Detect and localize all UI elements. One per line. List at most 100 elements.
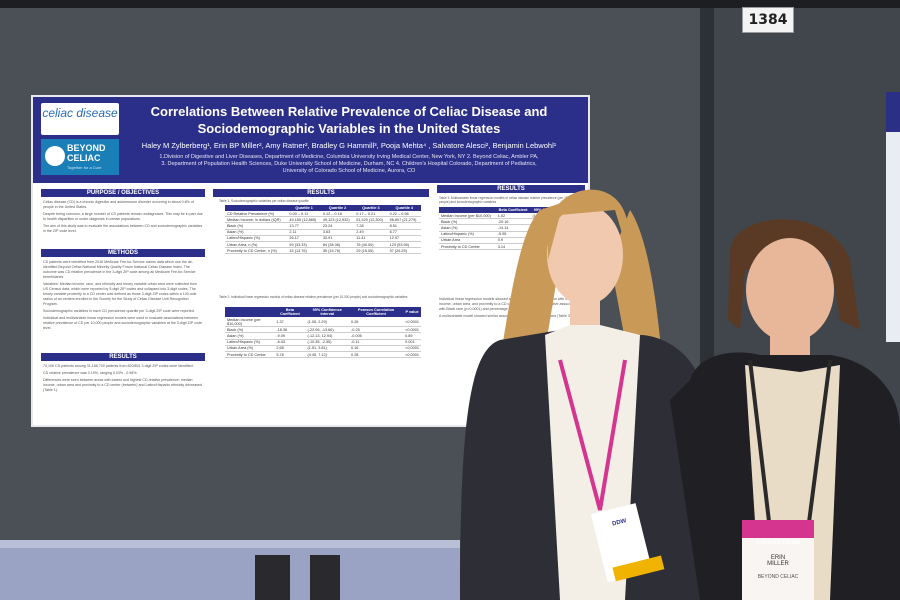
poster-title: Correlations Between Relative Prevalence…: [129, 103, 569, 137]
results-heading-left: RESULTS: [41, 353, 205, 361]
floor-edge: [0, 540, 460, 550]
methods-heading: METHODS: [41, 249, 205, 257]
table-cell: <0.0001: [403, 345, 421, 352]
table-cell: CD Relative Prevalence (%): [225, 211, 288, 218]
table-cell: -0.11: [349, 339, 404, 346]
table-header-cell: P value: [403, 307, 421, 317]
ceiling: [0, 0, 900, 8]
results-bullet: 70,106 CD patients among 31,188,700 pati…: [43, 364, 194, 368]
table-row: Black (%) -18.36 (-22.06, -13.66) -0.25 <0.0…: [225, 326, 421, 334]
right-bullet: Individual linear regression models show…: [439, 297, 578, 311]
table-header-cell: Beta Coefficient: [495, 207, 531, 213]
table-cell: 0.26: [349, 317, 404, 328]
table-cell: 0.12 – 0.16: [320, 211, 355, 218]
table-cell: Median Income (per $10,000): [225, 317, 275, 328]
table-cell: Proximity to CD Center: [225, 351, 275, 359]
booth-number-sign: 1384: [742, 7, 794, 33]
background-person-legs-2: [310, 555, 340, 600]
table-cell: 49,123 (12,932): [320, 216, 355, 224]
table-cell: 0.22 – 0.98: [387, 211, 421, 218]
table-row: Black (%) 13.77 23.24 7.28 8.51: [225, 222, 421, 230]
affiliation-line1: 1.Division of Digestive and Liver Diseas…: [159, 154, 539, 160]
methods-bullet: Individual and multivariable linear regr…: [43, 316, 202, 330]
poster-header: [33, 97, 588, 183]
table-header-cell: [439, 207, 496, 213]
table-cell: 2.49: [354, 229, 388, 236]
table-cell: 3.63: [320, 229, 355, 236]
table-header-cell: 95% Confidence Interval: [305, 307, 350, 317]
table-cell: (4.45, 7.12): [305, 351, 350, 359]
purpose-bullet: Despite being common, a large number of …: [43, 212, 203, 221]
purpose-bullet: The aim of this study was to evaluate th…: [43, 224, 203, 233]
table-cell: 5.78: [274, 351, 306, 359]
background-person-legs: [255, 555, 290, 600]
table-cell: 3.14: [495, 243, 531, 251]
table-cell: Urban Area, n (%): [225, 241, 288, 249]
adjacent-poster: [886, 92, 900, 342]
beyond-celiac-logo: BEYOND CELIAC Together for a Cure: [41, 139, 119, 175]
table-cell: Urban Area (%): [225, 345, 275, 352]
table-cell: Asian (%): [225, 229, 288, 236]
woman-right-hair: [728, 219, 860, 330]
table-header-cell: [225, 307, 275, 317]
table-cell: 0.89: [403, 332, 421, 340]
table-cell: 26.17: [287, 235, 321, 242]
table-cell: -14.14: [495, 224, 531, 232]
table-cell: 0.28: [349, 351, 404, 359]
table-cell: Black (%): [225, 222, 288, 230]
table-cell: Median Income, in dollars (IQR): [225, 216, 288, 224]
research-poster: celiac disease BEYOND CELIAC Together for…: [33, 97, 588, 425]
table-row: Latino/Hispanic (%) 26.17 33.91 11.41 12.97: [225, 235, 421, 242]
table-cell: -18.36: [274, 326, 306, 334]
methods-bullet: Variables: Median income, race, and ethn…: [43, 282, 198, 306]
table-cell: 57 (26.25): [387, 247, 421, 255]
table-header-cell: Beta Coefficient: [274, 307, 306, 317]
table-header-cell: [225, 205, 288, 211]
affiliation-line2: 3. Department of Population Health Scien…: [161, 161, 537, 167]
table-row: Proximity to CD Center 5.78 (4.45, 7.12) 0.…: [225, 351, 421, 359]
table-cell: Black (%): [439, 218, 496, 226]
table-cell: <0.0001: [403, 317, 421, 328]
badge-first-name: ERIN: [770, 555, 786, 561]
table-row: Urban Area (%) 2.68 (1.51, 3.81) 0.16 <0.000…: [225, 345, 421, 352]
table-cell: Proximity to CD Center, n (%): [225, 247, 288, 255]
table-cell: (1.51, 3.81): [305, 345, 350, 352]
table-cell: 0.001: [403, 339, 421, 346]
table2-individual-regression: Beta Coefficient 95% Confidence Interval P…: [225, 307, 421, 359]
table1-sociodemographic-quartiles: Quartile 1 Quartile 2 Quartile 3 Quartile 4…: [225, 205, 421, 255]
poster-title-line1: Correlations Between Relative Prevalence…: [150, 104, 548, 119]
table-cell: 49,155 (12,865): [287, 216, 321, 224]
table-cell: Latino/Hispanic (%): [225, 235, 288, 242]
beyond-logo-line2: CELIAC: [67, 153, 101, 163]
table-cell: Latino/Hispanic (%): [225, 339, 275, 346]
table-cell: (-10.35, -2.55): [305, 339, 350, 346]
table1-caption: Table 1. Sociodemographic variables per …: [219, 199, 309, 203]
celiac-logo-text: celiac disease: [42, 106, 118, 120]
table-header-cell: Pearson Correlation Coefficient: [349, 307, 404, 317]
table-cell: -9.09: [274, 332, 306, 340]
woman-right-face: [746, 238, 834, 342]
methods-bullet: CD patients were identified from 2016 Me…: [43, 260, 196, 279]
table-cell: -6.43: [274, 339, 306, 346]
table2-caption: Table 2. Individual linear regression mo…: [219, 295, 408, 299]
table-cell: 35 (15.76): [320, 247, 355, 255]
table-cell: 15 (13.76): [287, 247, 321, 255]
table-header-cell: Quartile 1: [287, 205, 321, 211]
table-row: Urban Area, n (%) 59 (33.33) 84 (38.36) 76 …: [225, 241, 421, 249]
table-row: Asian (%) -9.09 (-12.13, 12.94) -0.005 0.89: [225, 332, 421, 340]
table-cell: Black (%): [225, 326, 275, 334]
table-cell: 33.91: [320, 235, 355, 242]
table-cell: 0.16: [349, 345, 404, 352]
table-cell: 2.11: [287, 229, 321, 236]
right-results-bullets: Individual linear regression models show…: [439, 297, 581, 321]
results-heading-middle: RESULTS: [213, 189, 429, 197]
table-cell: -5.55: [495, 231, 531, 238]
table-cell: <0.0001: [403, 351, 421, 359]
table-row: Asian (%) 2.11 3.63 2.49 6.77: [225, 229, 421, 236]
woman-right: [670, 219, 900, 600]
table-cell: Proximity to CD Center: [439, 243, 496, 251]
table-cell: 0.9: [495, 237, 531, 244]
purpose-bullet: Celiac disease (CD) is a chronic digesti…: [43, 200, 194, 209]
poster-title-line2: Sociodemographic Variables in the United…: [197, 121, 501, 136]
purpose-bullets: Celiac disease (CD) is a chronic digesti…: [43, 200, 203, 236]
